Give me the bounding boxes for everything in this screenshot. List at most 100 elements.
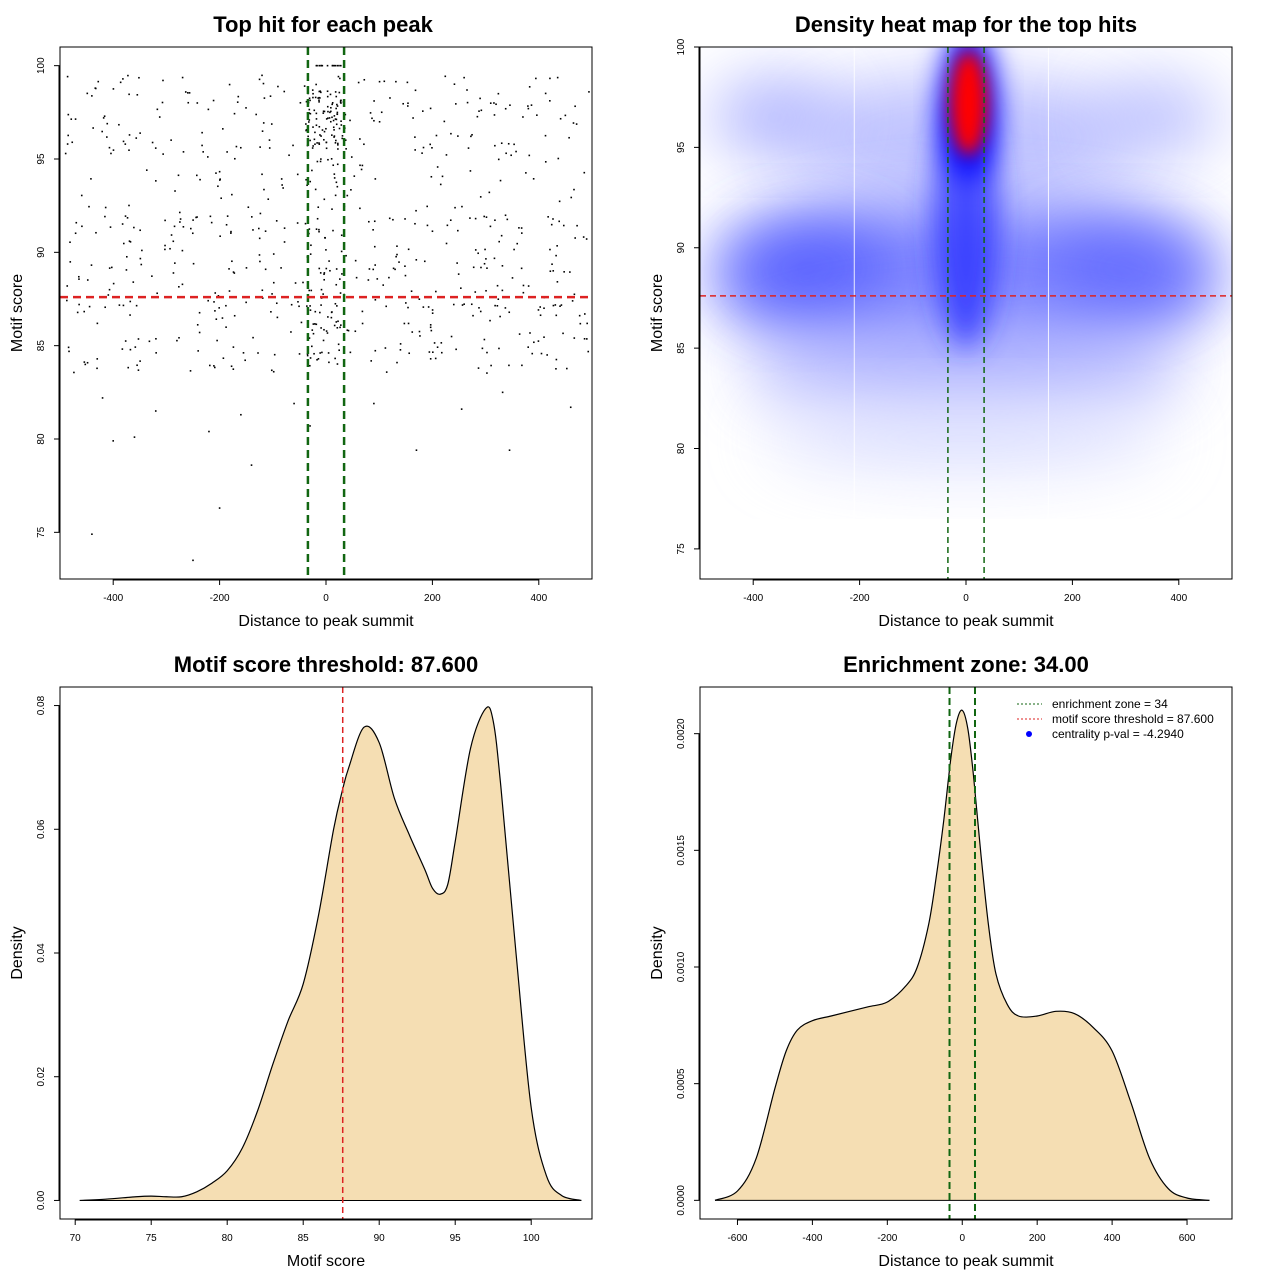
scatter-point	[583, 313, 586, 315]
scatter-point	[247, 206, 250, 209]
scatter-point	[139, 229, 141, 232]
scatter-point	[345, 254, 347, 257]
scatter-point	[213, 301, 215, 303]
scatter-point	[443, 120, 446, 123]
distance-density-y-axis-label: Density	[649, 926, 666, 979]
scatter-point	[319, 272, 322, 274]
scatter-point	[549, 77, 551, 80]
scatter-point	[283, 241, 286, 243]
scatter-point	[258, 237, 261, 240]
scatter-point	[318, 142, 320, 144]
score-density-y-tick-label: 0.04	[36, 943, 47, 963]
scatter-point	[263, 188, 265, 191]
scatter-point	[331, 64, 334, 67]
scatter-point	[122, 304, 125, 307]
scatter-point	[539, 306, 542, 308]
scatter-point	[308, 112, 311, 114]
scatter-point	[461, 304, 464, 306]
scatter-point	[323, 328, 325, 331]
scatter-point	[478, 307, 480, 309]
scatter-point	[231, 260, 233, 263]
scatter-point	[498, 347, 500, 350]
scatter-point	[312, 323, 315, 325]
scatter-point	[320, 64, 322, 67]
scatter-point	[170, 234, 173, 236]
scatter-point	[219, 178, 221, 180]
scatter-point	[330, 106, 332, 109]
scatter-point	[402, 102, 404, 105]
scatter-point	[314, 323, 316, 325]
scatter-point	[483, 338, 486, 341]
scatter-y-tick-label: 100	[36, 57, 47, 74]
scatter-point	[321, 64, 324, 67]
scatter-point	[431, 230, 434, 233]
scatter-point	[107, 294, 110, 296]
scatter-point	[155, 180, 157, 182]
scatter-point	[507, 142, 510, 145]
scatter-point	[433, 342, 436, 344]
scatter-point	[232, 271, 235, 273]
scatter-point	[440, 342, 443, 344]
scatter-point	[328, 117, 331, 119]
scatter-point	[504, 214, 507, 217]
scatter-point	[585, 238, 588, 240]
scatter-point	[455, 103, 457, 105]
scatter-point	[270, 123, 273, 125]
scatter-point	[309, 425, 311, 427]
scatter-point	[513, 143, 515, 146]
scatter-point	[323, 272, 326, 274]
scatter-point	[234, 157, 236, 160]
scatter-point	[460, 287, 462, 289]
scatter-point	[476, 115, 479, 118]
scatter-point	[354, 330, 357, 333]
scatter-point	[531, 352, 534, 355]
scatter-point	[474, 249, 477, 251]
score-density-y-tick-label: 0.06	[36, 819, 47, 839]
scatter-point	[533, 341, 535, 344]
scatter-point	[562, 332, 564, 335]
scatter-point	[218, 507, 221, 509]
scatter-point	[415, 449, 418, 451]
scatter-point	[349, 351, 352, 354]
scatter-point	[520, 232, 523, 234]
scatter-point	[501, 391, 504, 394]
scatter-point	[341, 135, 344, 137]
distance-density-y-tick-label: 0.0005	[676, 1068, 687, 1099]
scatter-point	[309, 309, 312, 311]
scatter-point	[480, 109, 483, 112]
scatter-point	[399, 349, 402, 351]
scatter-point	[109, 226, 112, 228]
scatter-y-axis-label: Motif score	[9, 274, 26, 352]
scatter-x-tick-label: -200	[210, 593, 230, 604]
scatter-point	[434, 357, 437, 360]
scatter-point	[228, 268, 230, 270]
scatter-point	[128, 240, 131, 242]
scatter-point	[474, 291, 477, 293]
scatter-point	[310, 244, 312, 247]
panel-distance-density: Enrichment zone: 34.00 -600 -400 -200 0 200 4…	[649, 652, 1233, 1270]
scatter-point	[470, 135, 472, 138]
scatter-point	[299, 101, 302, 104]
scatter-point	[466, 101, 469, 104]
scatter-point	[574, 237, 576, 239]
scatter-point	[371, 117, 373, 120]
scatter-point	[496, 304, 499, 307]
scatter-point	[309, 253, 312, 255]
scatter-point	[564, 114, 567, 117]
scatter-point	[196, 324, 199, 326]
scatter-point	[66, 143, 69, 145]
scatter-point	[383, 80, 386, 83]
score-density-title: Motif score threshold: 87.600	[174, 652, 478, 677]
scatter-point	[139, 132, 141, 134]
scatter-point	[267, 198, 270, 201]
scatter-point	[563, 271, 565, 273]
scatter-point	[583, 337, 586, 340]
scatter-point	[182, 151, 185, 153]
scatter-point	[308, 289, 311, 292]
scatter-point	[71, 141, 74, 144]
scatter-point	[361, 310, 364, 313]
scatter-point	[315, 83, 317, 86]
scatter-point	[323, 273, 325, 276]
scatter-point	[128, 149, 130, 152]
scatter-point	[537, 309, 540, 311]
